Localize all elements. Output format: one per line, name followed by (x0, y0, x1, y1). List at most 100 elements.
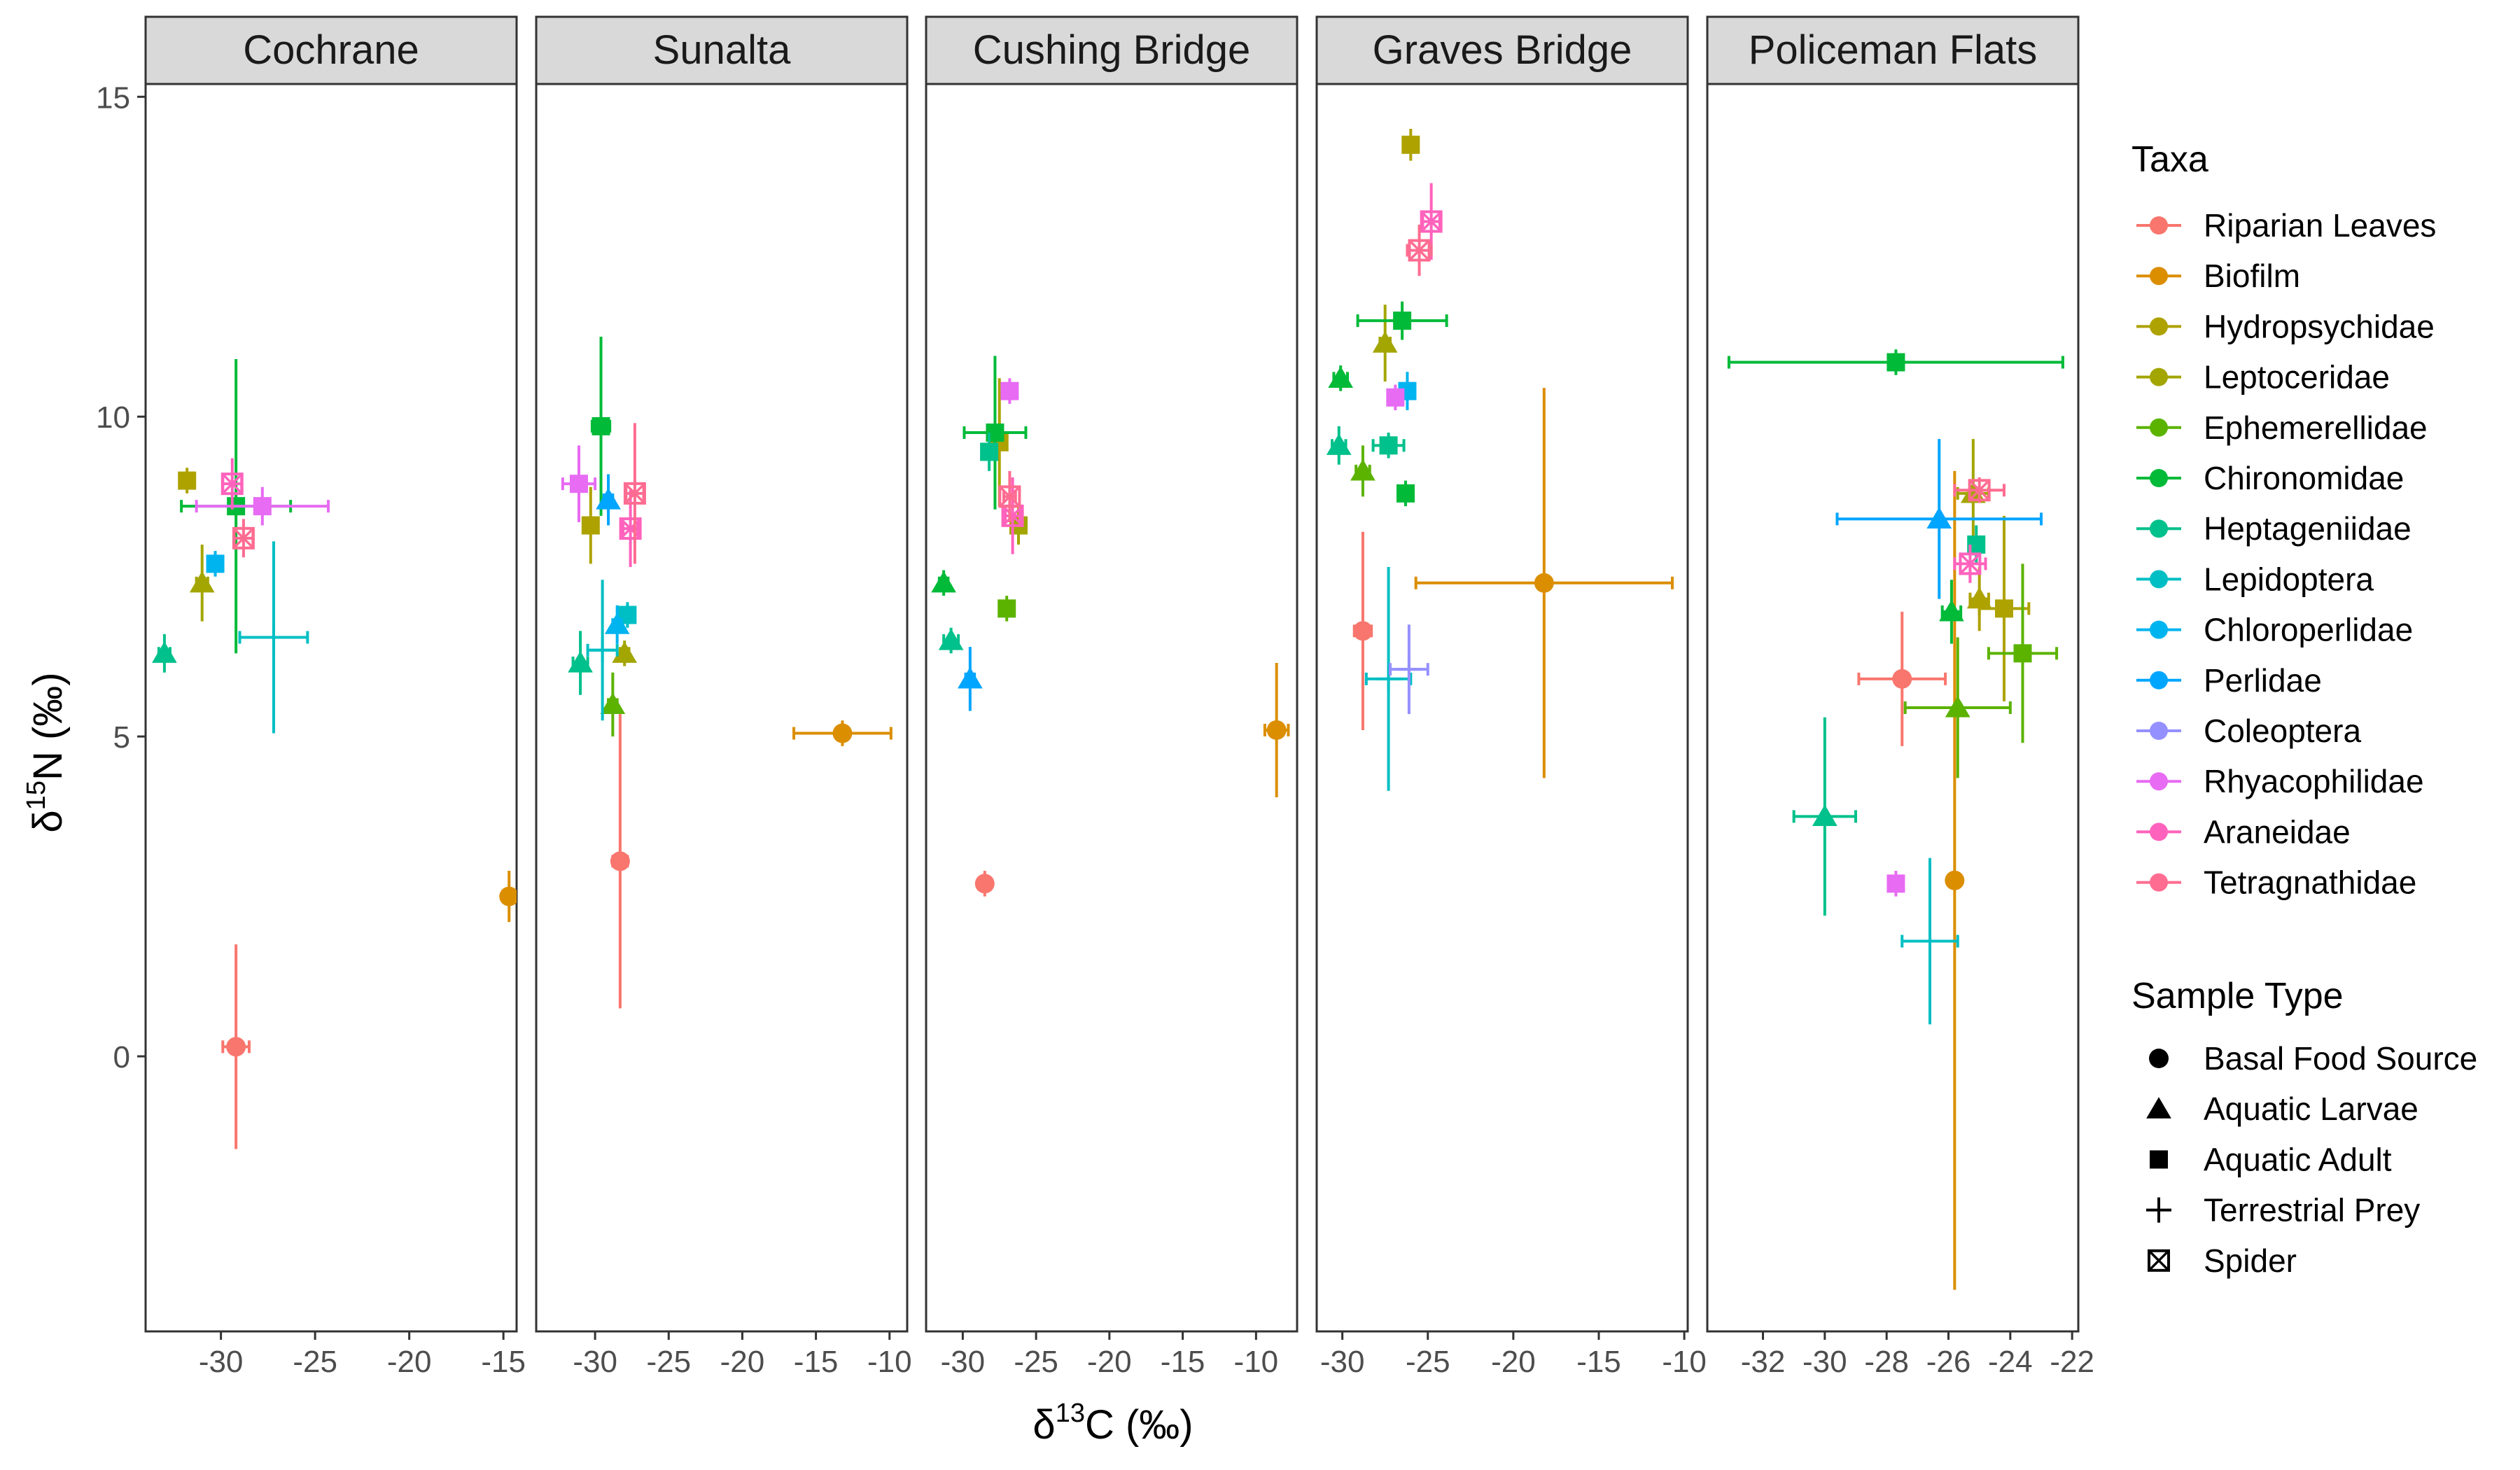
x-tick-label: -15 (1161, 1345, 1205, 1379)
legend-taxa-item: Tetragnathidae (2136, 864, 2416, 901)
data-point-heptageniidae (980, 433, 999, 471)
data-point-heptageniidae (1371, 433, 1406, 458)
legend-taxa-item: Chloroperlidae (2136, 612, 2413, 648)
facet-strip-label: Cushing Bridge (973, 27, 1251, 73)
legend-taxa-label: Perlidae (2204, 662, 2322, 699)
x-tick-label: -10 (1662, 1345, 1707, 1379)
legend-taxa-label: Tetragnathidae (2204, 864, 2416, 901)
x-tick-label: -30 (1320, 1345, 1365, 1379)
legend-taxa-label: Riparian Leaves (2204, 207, 2436, 244)
data-point-riparian-leaves (974, 871, 995, 897)
y-axis-title-delta: δ (25, 810, 71, 832)
panel-plot-area (1706, 83, 2080, 1333)
legend-sample-type-item: Terrestrial Prey (2146, 1192, 2420, 1228)
facet-strip (144, 15, 518, 85)
legend-taxa-item: Lepidoptera (2136, 561, 2374, 597)
point-marker-circle (832, 723, 853, 743)
data-point-chironomidae (590, 336, 612, 516)
point-marker-circle (974, 874, 995, 894)
legend: Taxa Sample Type Riparian Leaves Biofilm H… (2132, 139, 2477, 1279)
panel-points (152, 358, 517, 1149)
x-tick-label: -15 (481, 1345, 526, 1379)
legend-sample-type-item: Aquatic Larvae (2146, 1091, 2418, 1127)
data-point-ephemerellidae (1350, 445, 1376, 497)
legend-key-dot (2150, 873, 2168, 892)
point-marker-square (1886, 353, 1905, 372)
legend-taxa-label: Rhyacophilidae (2204, 763, 2424, 799)
y-axis-title-unit: N (‰) (25, 672, 71, 780)
point-marker-triangle (957, 666, 983, 689)
legend-taxa-item: Perlidae (2136, 662, 2322, 699)
data-point-lepidoptera (238, 541, 309, 734)
legend-key-dot (2150, 519, 2168, 538)
point-marker-triangle (189, 570, 215, 593)
point-marker-triangle (568, 651, 593, 673)
x-tick-label: -10 (1234, 1345, 1279, 1379)
point-marker-triangle (931, 570, 956, 593)
x-tick-label: -30 (199, 1345, 244, 1379)
point-marker-triangle (1326, 433, 1352, 455)
point-marker-box (1959, 552, 1982, 575)
panel-plot-area (925, 83, 1298, 1333)
point-marker-circle (499, 886, 517, 906)
point-marker-square (2013, 644, 2032, 663)
x-tick-label: -25 (1014, 1345, 1058, 1379)
point-marker-square (1000, 382, 1019, 400)
legend-taxa-label: Araneidae (2204, 813, 2351, 850)
point-marker-square (1886, 874, 1905, 893)
facet-strip (1706, 15, 2080, 85)
legend-key-dot (2150, 267, 2168, 286)
point-marker-circle (2149, 1049, 2169, 1068)
data-point-hydropsychidae (1966, 566, 1992, 631)
legend-taxa-items: Riparian Leaves Biofilm Hydropsychidae Lept… (2136, 207, 2436, 901)
point-marker-box-diag-b (1408, 239, 1430, 261)
data-point-biofilm (792, 720, 892, 746)
data-point-heptageniidae (152, 634, 177, 673)
data-point-chloroperlidae (604, 605, 630, 644)
legend-taxa-label: Heptageniidae (2204, 510, 2412, 547)
x-tick-label: -20 (387, 1345, 432, 1379)
x-tick-label: -20 (720, 1345, 765, 1379)
point-marker-triangle (600, 692, 626, 715)
x-tick-label: -26 (1926, 1345, 1971, 1379)
legend-key-dot (2150, 671, 2168, 690)
legend-key-dot (2150, 317, 2168, 336)
y-axis-title-superscript: 15 (22, 780, 51, 810)
legend-sample-type-item: Aquatic Adult (2150, 1141, 2392, 1177)
point-marker-box-diag-b (221, 472, 243, 495)
point-marker-circle (1892, 668, 1912, 689)
legend-taxa-label: Coleoptera (2204, 713, 2361, 749)
point-marker-box (623, 482, 646, 505)
data-point-rhyacophilidae (1886, 871, 1905, 897)
data-point-chironomidae (1727, 349, 2064, 375)
point-marker-triangle (596, 488, 621, 510)
point-marker-box-diag-b (2148, 1250, 2170, 1272)
panel-plot-area (144, 83, 518, 1333)
point-marker-box-diag-b (1959, 553, 1981, 575)
facet-panel: Cochrane -30 -25 -20 -15 (144, 15, 526, 1379)
data-point-chironomidae (1396, 480, 1415, 507)
point-marker-square (581, 516, 600, 535)
data-point-riparian-leaves (1352, 531, 1373, 730)
panel-plot-area (535, 83, 909, 1333)
point-marker-triangle (612, 641, 638, 663)
facet-strip (925, 15, 1298, 85)
point-marker-box (232, 526, 255, 550)
point-marker-square (1396, 484, 1415, 503)
legend-taxa-label: Ephemerellidae (2204, 410, 2428, 446)
data-point-rhyacophilidae (1386, 384, 1405, 411)
point-marker-circle (226, 1037, 246, 1057)
data-point-tetragnathidae (998, 470, 1021, 522)
data-point-heptageniidae (1326, 426, 1352, 465)
data-point-lepidoptera (586, 580, 619, 721)
data-point-ephemerellidae (600, 672, 626, 737)
facet-strip-label: Graves Bridge (1373, 27, 1632, 73)
point-marker-triangle (2146, 1097, 2171, 1119)
x-axis-title-delta: δ (1032, 1402, 1055, 1448)
point-marker-square (1379, 436, 1398, 455)
x-tick-label: -28 (1864, 1345, 1909, 1379)
point-marker-square (1386, 388, 1405, 407)
data-point-leptoceridae (612, 640, 638, 666)
